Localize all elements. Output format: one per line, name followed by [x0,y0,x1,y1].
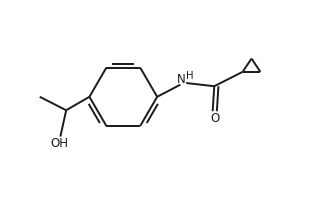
Text: OH: OH [51,137,69,150]
Text: O: O [210,112,219,125]
Text: H: H [186,71,194,81]
Text: N: N [177,73,186,86]
